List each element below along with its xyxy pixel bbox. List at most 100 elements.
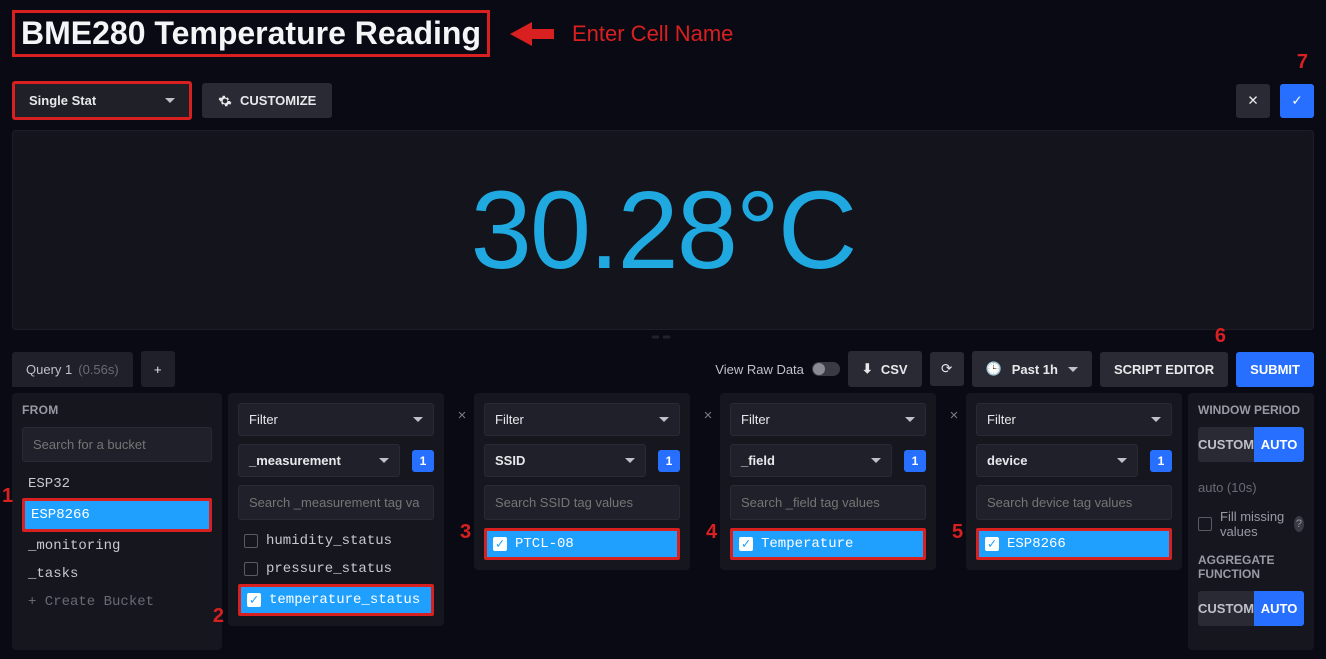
clock-icon: 🕒	[986, 361, 1002, 377]
customize-button[interactable]: CUSTOMIZE	[202, 83, 332, 118]
bucket-item[interactable]: ESP32	[22, 470, 212, 498]
visualization-type-dropdown[interactable]: Single Stat	[12, 81, 192, 120]
tag-value-item[interactable]: ✓ temperature_status	[238, 584, 434, 616]
filter-type-label: Filter	[741, 412, 770, 427]
remove-filter-button[interactable]: ×	[450, 393, 474, 424]
query-tab-time: (0.56s)	[78, 362, 118, 377]
side-panel: WINDOW PERIOD CUSTOM AUTO auto (10s) Fil…	[1188, 393, 1314, 650]
bucket-item[interactable]: ESP8266	[22, 498, 212, 532]
tag-value-item[interactable]: pressure_status	[238, 556, 434, 582]
add-query-button[interactable]: +	[141, 351, 175, 387]
help-icon[interactable]: ?	[1294, 516, 1304, 532]
checkbox-icon: ✓	[493, 537, 507, 551]
chevron-down-icon	[871, 458, 881, 463]
agg-auto-button[interactable]: AUTO	[1254, 591, 1304, 626]
tag-value-search-input[interactable]	[238, 485, 434, 520]
tag-key-dropdown[interactable]: _field	[730, 444, 892, 477]
tag-value-label: ESP8266	[1007, 536, 1066, 552]
create-bucket-button[interactable]: + Create Bucket	[22, 588, 212, 616]
remove-filter-button[interactable]: ×	[696, 393, 720, 424]
filter-type-label: Filter	[249, 412, 278, 427]
tag-value-label: humidity_status	[266, 533, 392, 549]
chevron-down-icon	[1068, 367, 1078, 372]
tag-value-label: Temperature	[761, 536, 853, 552]
csv-button[interactable]: ⬇ CSV	[848, 351, 922, 387]
selected-count-badge: 1	[658, 450, 680, 472]
filter-type-dropdown[interactable]: Filter	[238, 403, 434, 436]
annotation-2: 2	[213, 605, 224, 628]
chevron-down-icon	[1117, 458, 1127, 463]
filter-type-dropdown[interactable]: Filter	[730, 403, 926, 436]
query-tab[interactable]: Query 1 (0.56s)	[12, 352, 133, 387]
aggregate-function-label: AGGREGATE FUNCTION	[1198, 553, 1304, 581]
time-range-dropdown[interactable]: 🕒 Past 1h	[972, 351, 1092, 387]
tag-value-list: ✓ ESP8266	[976, 528, 1172, 560]
raw-data-toggle[interactable]	[812, 362, 840, 376]
query-tab-name: Query 1	[26, 362, 72, 377]
tag-key-label: _measurement	[249, 453, 341, 468]
tag-key-dropdown[interactable]: device	[976, 444, 1138, 477]
annotation-6: 6	[1215, 325, 1226, 348]
download-icon: ⬇	[862, 361, 873, 377]
submit-button[interactable]: SUBMIT	[1236, 352, 1314, 387]
filter-type-dropdown[interactable]: Filter	[976, 403, 1172, 436]
chevron-down-icon	[379, 458, 389, 463]
submit-label: SUBMIT	[1250, 362, 1300, 377]
tag-value-item[interactable]: humidity_status	[238, 528, 434, 554]
query-bar: Query 1 (0.56s) + View Raw Data ⬇ CSV ⟳ …	[0, 345, 1326, 393]
cell-name-input[interactable]: BME280 Temperature Reading	[12, 10, 490, 57]
window-auto-value: auto (10s)	[1198, 476, 1304, 509]
filter-column: FilterSSID1✓PTCL-083	[474, 393, 690, 570]
tag-key-dropdown[interactable]: SSID	[484, 444, 646, 477]
close-button[interactable]: ✕	[1236, 84, 1270, 118]
time-range-label: Past 1h	[1012, 362, 1058, 377]
checkbox-icon: ✓	[739, 537, 753, 551]
from-header: FROM	[22, 403, 212, 417]
bucket-list: ESP32ESP8266_monitoring_tasks	[22, 470, 212, 588]
tag-value-item[interactable]: ✓ Temperature	[730, 528, 926, 560]
raw-data-label: View Raw Data	[715, 362, 804, 377]
tag-value-search-input[interactable]	[976, 485, 1172, 520]
window-custom-button[interactable]: CUSTOM	[1198, 427, 1254, 462]
title-bar: BME280 Temperature Reading Enter Cell Na…	[0, 0, 1326, 75]
tag-value-search-input[interactable]	[730, 485, 926, 520]
script-editor-button[interactable]: SCRIPT EDITOR	[1100, 352, 1228, 387]
tag-value-list: ✓ Temperature	[730, 528, 926, 560]
hint-text: Enter Cell Name	[572, 21, 733, 47]
tag-value-label: temperature_status	[269, 592, 420, 608]
checkbox-icon: ✓	[247, 593, 261, 607]
chevron-down-icon	[1151, 417, 1161, 422]
tag-value-item[interactable]: ✓ ESP8266	[976, 528, 1172, 560]
bucket-item[interactable]: _monitoring	[22, 532, 212, 560]
window-auto-button[interactable]: AUTO	[1254, 427, 1304, 462]
confirm-button[interactable]: ✓	[1280, 84, 1314, 118]
tag-value-search-input[interactable]	[484, 485, 680, 520]
refresh-button[interactable]: ⟳	[930, 352, 964, 386]
resize-handle[interactable]: ══	[0, 330, 1326, 345]
tag-value-list: ✓PTCL-08	[484, 528, 680, 560]
fill-missing-checkbox[interactable]	[1198, 517, 1212, 531]
bucket-search-input[interactable]	[22, 427, 212, 462]
script-editor-label: SCRIPT EDITOR	[1114, 362, 1214, 377]
tag-key-label: device	[987, 453, 1027, 468]
checkbox-icon: ✓	[985, 537, 999, 551]
filter-column: Filter _measurement 1 humidity_statuspressu…	[228, 393, 444, 626]
tag-key-dropdown[interactable]: _measurement	[238, 444, 400, 477]
filter-type-label: Filter	[987, 412, 1016, 427]
selected-count-badge: 1	[904, 450, 926, 472]
fill-missing-row: Fill missing values ?	[1198, 509, 1304, 539]
annotation-hint: Enter Cell Name	[510, 21, 733, 47]
agg-custom-button[interactable]: CUSTOM	[1198, 591, 1254, 626]
annotation-1: 1	[2, 485, 13, 508]
visualization-type-label: Single Stat	[29, 93, 96, 108]
selected-count-badge: 1	[412, 450, 434, 472]
bucket-item[interactable]: _tasks	[22, 560, 212, 588]
selected-count-badge: 1	[1150, 450, 1172, 472]
tag-value-list: humidity_status pressure_status ✓ temperatu…	[238, 528, 434, 616]
filter-type-dropdown[interactable]: Filter	[484, 403, 680, 436]
annotation-7: 7	[1297, 51, 1308, 74]
remove-filter-button[interactable]: ×	[942, 393, 966, 424]
tag-value-item[interactable]: ✓PTCL-08	[484, 528, 680, 560]
fill-missing-label: Fill missing values	[1220, 509, 1286, 539]
checkbox-icon	[244, 562, 258, 576]
